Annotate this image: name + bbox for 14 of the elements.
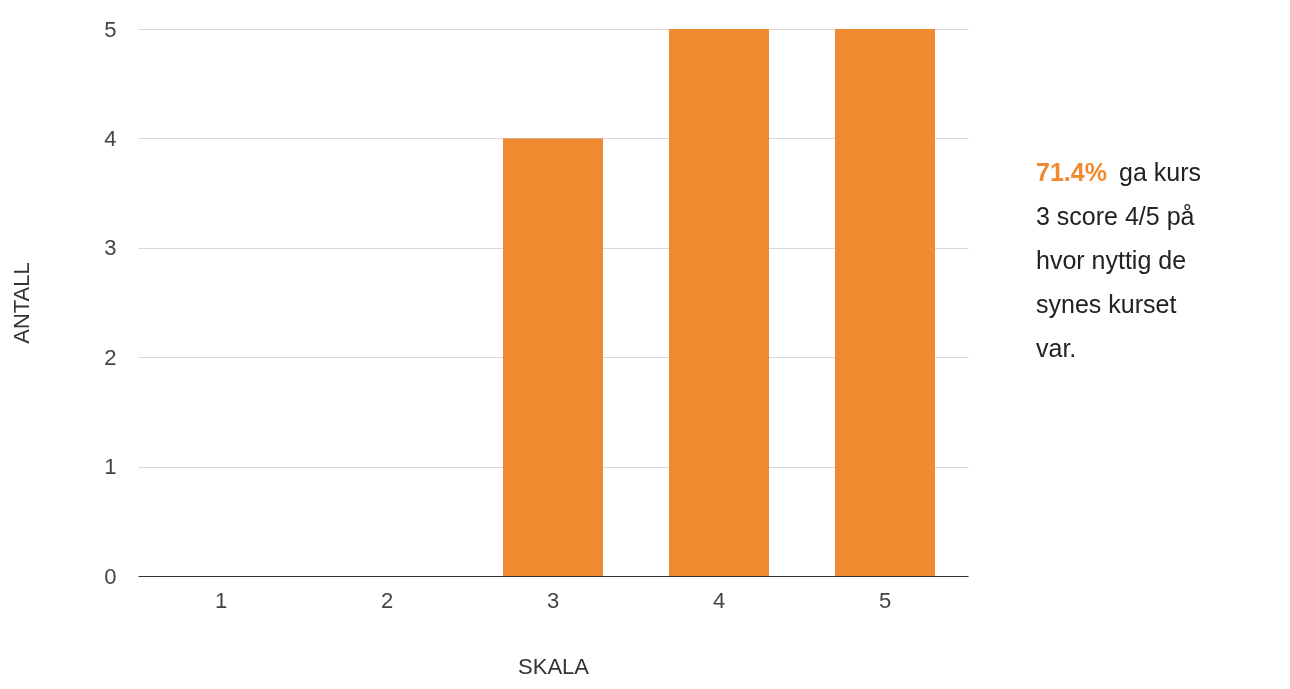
x-tick-label: 5 bbox=[878, 587, 892, 613]
y-tick-label: 1 bbox=[104, 454, 117, 480]
x-tick-label: 4 bbox=[712, 587, 726, 613]
text: 71.4% ga kurs 3 score 4/5 på hvor nyttig de synes kurset var. bbox=[1036, 157, 1201, 362]
x-tick-label: 1 bbox=[214, 587, 228, 613]
x-tick-label: 3 bbox=[546, 587, 560, 613]
y-tick-label: 0 bbox=[104, 563, 117, 589]
y-tick-label: 2 bbox=[104, 344, 117, 370]
x-tick-label: 2 bbox=[380, 587, 394, 613]
y-tick-label: 5 bbox=[104, 16, 117, 42]
y-axis-title: ANTALL bbox=[9, 262, 35, 344]
y-tick-label: 4 bbox=[104, 125, 117, 151]
y-tick-label: 3 bbox=[104, 235, 117, 261]
x-axis-title: SKALA bbox=[518, 653, 590, 679]
